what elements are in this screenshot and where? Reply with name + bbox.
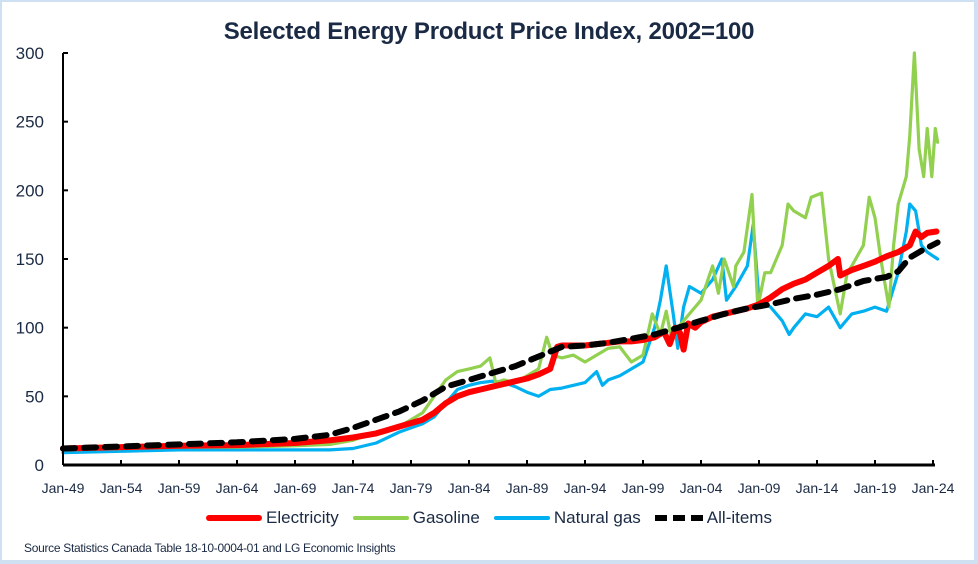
legend-item-natural-gas: Natural gas bbox=[493, 508, 641, 528]
legend-swatch-all-items bbox=[654, 515, 703, 521]
legend-label-gasoline: Gasoline bbox=[412, 508, 480, 527]
y-tick-label: 200 bbox=[16, 181, 44, 200]
legend-label-electricity: Electricity bbox=[266, 508, 339, 527]
legend: Electricity Gasoline Natural gas All-ite… bbox=[0, 508, 978, 528]
x-tick-label: Jan-89 bbox=[506, 480, 549, 496]
series-line-gasoline bbox=[61, 51, 940, 452]
x-tick-label: Jan-09 bbox=[738, 480, 781, 496]
legend-item-all-items: All-items bbox=[654, 508, 772, 528]
legend-swatch-gasoline bbox=[352, 516, 409, 520]
legend-label-natural-gas: Natural gas bbox=[553, 508, 641, 527]
x-tick-label: Jan-14 bbox=[796, 480, 839, 496]
legend-item-electricity: Electricity bbox=[206, 508, 339, 528]
x-tick-label: Jan-94 bbox=[564, 480, 607, 496]
source-note: Source Statistics Canada Table 18-10-000… bbox=[24, 541, 396, 555]
series-line-electricity bbox=[60, 228, 940, 452]
legend-swatch-electricity bbox=[206, 515, 263, 521]
x-tick-label: Jan-74 bbox=[332, 480, 375, 496]
x-tick-label: Jan-49 bbox=[42, 480, 85, 496]
x-tick-label: Jan-84 bbox=[448, 480, 491, 496]
y-tick-label: 300 bbox=[16, 44, 44, 63]
y-tick-label: 0 bbox=[35, 456, 44, 475]
series-layer bbox=[60, 51, 941, 455]
x-tick-label: Jan-64 bbox=[216, 480, 259, 496]
y-tick-label: 100 bbox=[16, 319, 44, 338]
x-tick-label: Jan-19 bbox=[854, 480, 897, 496]
x-tick-label: Jan-24 bbox=[912, 480, 955, 496]
y-tick-label: 150 bbox=[16, 250, 44, 269]
legend-swatch-natural-gas bbox=[493, 516, 550, 520]
x-tick-label: Jan-99 bbox=[622, 480, 665, 496]
legend-item-gasoline: Gasoline bbox=[352, 508, 480, 528]
x-tick-label: Jan-79 bbox=[390, 480, 433, 496]
x-tick-label: Jan-54 bbox=[100, 480, 143, 496]
y-tick-label: 250 bbox=[16, 113, 44, 132]
x-tick-label: Jan-69 bbox=[274, 480, 317, 496]
axes-layer: 0 50 100 150 200 250 300 Jan-49 Jan-54 Jan-59 Jan-… bbox=[16, 44, 955, 496]
series-line-natural-gas bbox=[61, 202, 940, 455]
legend-label-all-items: All-items bbox=[706, 508, 772, 527]
y-tick-label: 50 bbox=[25, 387, 44, 406]
chart-title: Selected Energy Product Price Index, 200… bbox=[223, 18, 755, 45]
series-line-all-items bbox=[60, 239, 941, 452]
x-tick-label: Jan-04 bbox=[680, 480, 723, 496]
x-tick-label: Jan-59 bbox=[158, 480, 201, 496]
